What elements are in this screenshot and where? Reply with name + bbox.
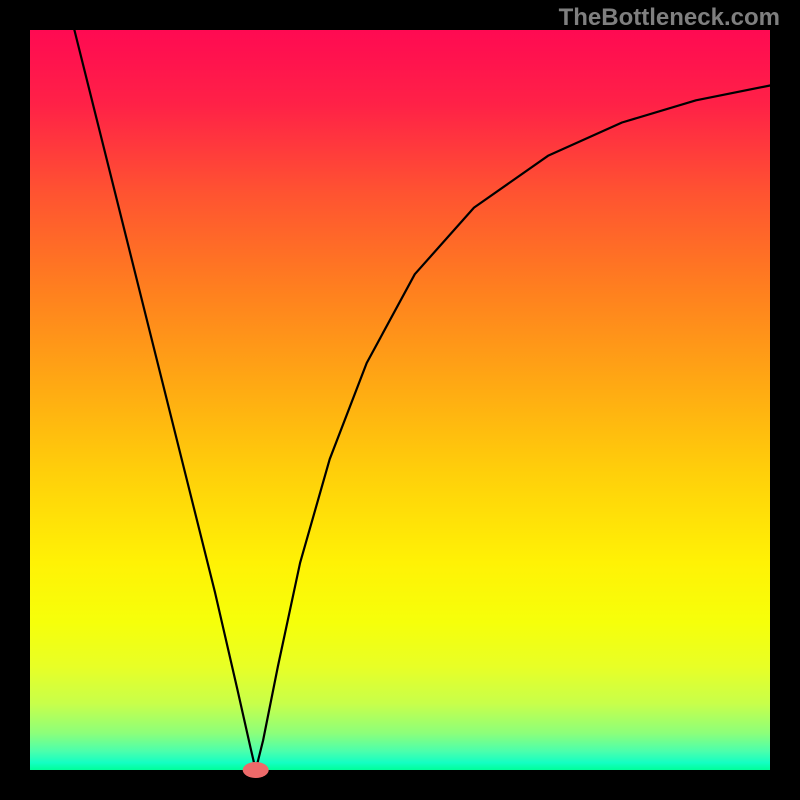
- optimum-marker: [243, 762, 269, 778]
- chart-stage: TheBottleneck.com: [0, 0, 800, 800]
- plot-background: [30, 30, 770, 770]
- chart-svg: [0, 0, 800, 800]
- watermark-text: TheBottleneck.com: [559, 4, 780, 32]
